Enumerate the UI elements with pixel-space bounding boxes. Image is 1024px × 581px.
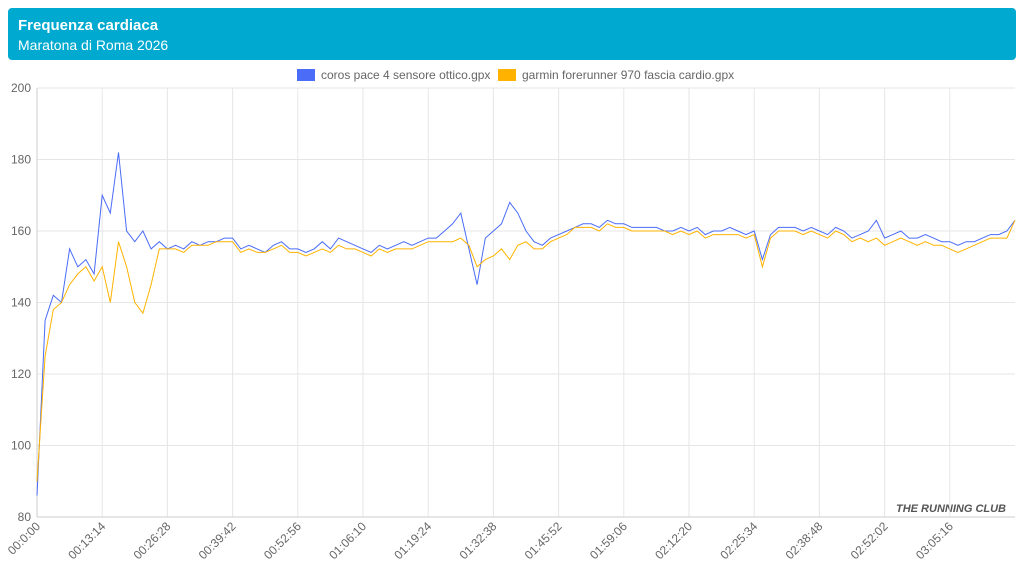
x-tick-label: 00:39:42 xyxy=(196,519,239,562)
x-tick-label: 02:25:34 xyxy=(717,519,760,562)
x-tick-label: 01:45:52 xyxy=(522,519,565,562)
x-tick-label: 01:59:06 xyxy=(587,519,630,562)
y-tick-label: 80 xyxy=(18,510,32,524)
x-tick-label: 00:0:00 xyxy=(5,519,43,557)
x-tick-label: 03:05:16 xyxy=(913,519,956,562)
legend-swatch xyxy=(297,69,315,81)
legend-label: garmin forerunner 970 fascia cardio.gpx xyxy=(522,68,734,82)
x-tick-label: 01:32:38 xyxy=(457,519,500,562)
y-tick-label: 160 xyxy=(11,224,31,238)
y-tick-label: 120 xyxy=(11,367,31,381)
x-tick-label: 01:06:10 xyxy=(326,519,369,562)
watermark: THE RUNNING CLUB xyxy=(896,503,1006,515)
y-tick-label: 100 xyxy=(11,439,31,453)
legend-swatch xyxy=(498,69,516,81)
x-tick-label: 02:52:02 xyxy=(848,519,891,562)
header-banner xyxy=(8,8,1016,60)
y-tick-label: 200 xyxy=(11,81,31,95)
chart-subtitle: Maratona di Roma 2026 xyxy=(18,37,168,53)
y-tick-label: 140 xyxy=(11,296,31,310)
line-series xyxy=(36,152,1016,496)
legend-label: coros pace 4 sensore ottico.gpx xyxy=(321,68,490,82)
x-tick-label: 02:12:20 xyxy=(652,519,695,562)
x-tick-label: 01:19:24 xyxy=(391,519,434,562)
x-tick-label: 00:26:28 xyxy=(131,519,174,562)
chart-title: Frequenza cardiaca xyxy=(18,17,159,34)
y-tick-label: 180 xyxy=(11,153,31,167)
x-tick-label: 00:13:14 xyxy=(65,519,108,562)
x-tick-label: 02:38:48 xyxy=(783,519,826,562)
line-series xyxy=(36,220,1016,482)
x-tick-label: 00:52:56 xyxy=(261,519,304,562)
